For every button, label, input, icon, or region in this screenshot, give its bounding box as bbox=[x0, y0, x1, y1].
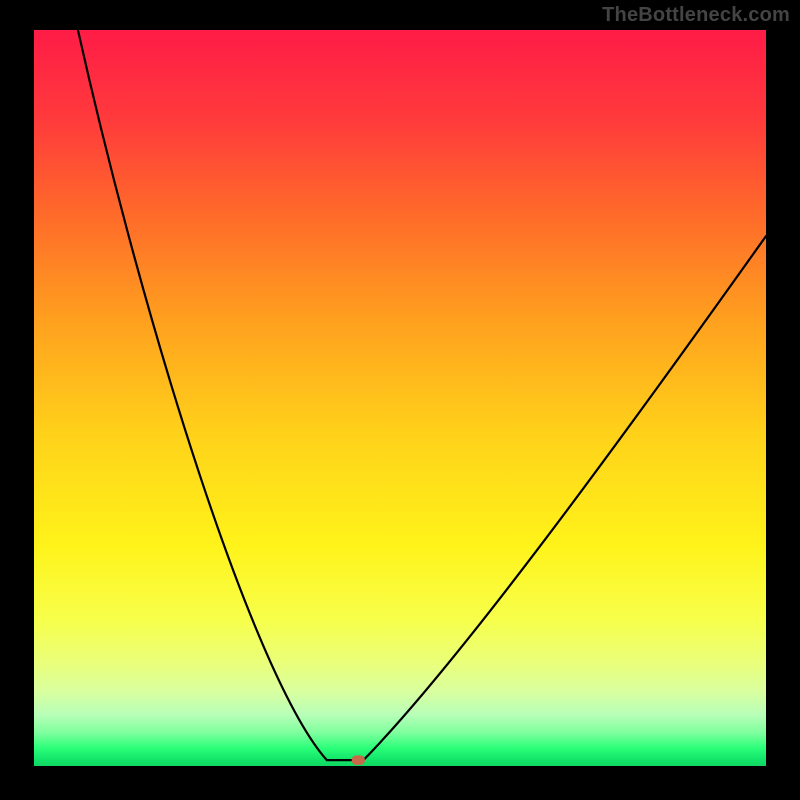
frame-left bbox=[0, 0, 34, 800]
frame-right bbox=[766, 0, 800, 800]
optimal-point-marker bbox=[352, 755, 365, 765]
bottleneck-chart bbox=[34, 30, 766, 766]
frame-bottom bbox=[0, 766, 800, 800]
watermark-text: TheBottleneck.com bbox=[602, 4, 790, 27]
